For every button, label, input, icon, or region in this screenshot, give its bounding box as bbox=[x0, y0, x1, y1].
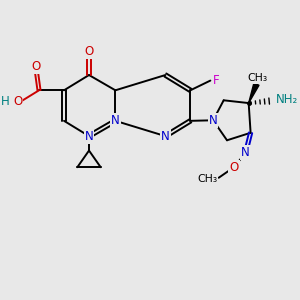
Text: N: N bbox=[241, 146, 250, 159]
Text: O: O bbox=[13, 95, 22, 108]
Text: F: F bbox=[213, 74, 219, 87]
Text: H: H bbox=[1, 95, 10, 108]
Text: N: N bbox=[111, 114, 120, 127]
Text: O: O bbox=[84, 45, 94, 58]
Text: O: O bbox=[229, 161, 239, 174]
Text: NH₂: NH₂ bbox=[276, 93, 298, 106]
Polygon shape bbox=[249, 83, 259, 103]
Text: N: N bbox=[85, 130, 93, 142]
Text: N: N bbox=[209, 114, 218, 127]
Text: O: O bbox=[32, 60, 41, 73]
Text: N: N bbox=[161, 130, 170, 142]
Text: CH₃: CH₃ bbox=[197, 174, 217, 184]
Text: CH₃: CH₃ bbox=[248, 73, 268, 83]
